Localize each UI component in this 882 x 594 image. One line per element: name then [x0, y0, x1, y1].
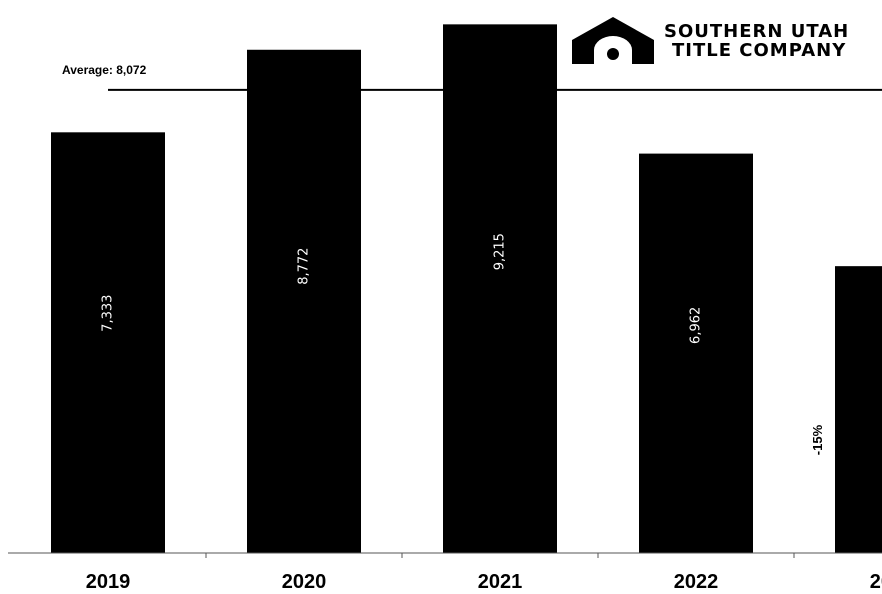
house-logo-icon — [572, 17, 654, 64]
average-label: Average: 8,072 — [62, 63, 147, 77]
x-tick-label: 2023 — [870, 571, 882, 593]
bar-value-label: 9,215 — [493, 233, 508, 270]
bar-2019 — [51, 132, 165, 553]
x-tick-label: 2020 — [282, 571, 327, 593]
bar-2022 — [639, 153, 753, 553]
logo-wordmark: SOUTHERN UTAH TITLE COMPANY — [664, 22, 849, 60]
bar-2023 — [835, 266, 882, 553]
x-tick-label: 2019 — [86, 571, 131, 593]
bar-2020 — [247, 49, 361, 553]
change-annotation: -15% — [810, 424, 825, 455]
bar-2021 — [443, 24, 557, 554]
x-axis-ticks: 2019 2020 2021 2022 2023 — [86, 553, 882, 593]
bar-value-label: 7,333 — [101, 295, 116, 332]
logo-line-2: TITLE COMPANY — [672, 40, 847, 61]
company-logo: SOUTHERN UTAH TITLE COMPANY — [568, 14, 882, 74]
logo-line-1: SOUTHERN UTAH — [664, 21, 850, 42]
x-tick-label: 2021 — [478, 571, 523, 593]
bar-value-label: 8,772 — [297, 248, 312, 285]
x-tick-label: 2022 — [674, 571, 719, 593]
bar-value-label: 6,962 — [689, 307, 704, 344]
